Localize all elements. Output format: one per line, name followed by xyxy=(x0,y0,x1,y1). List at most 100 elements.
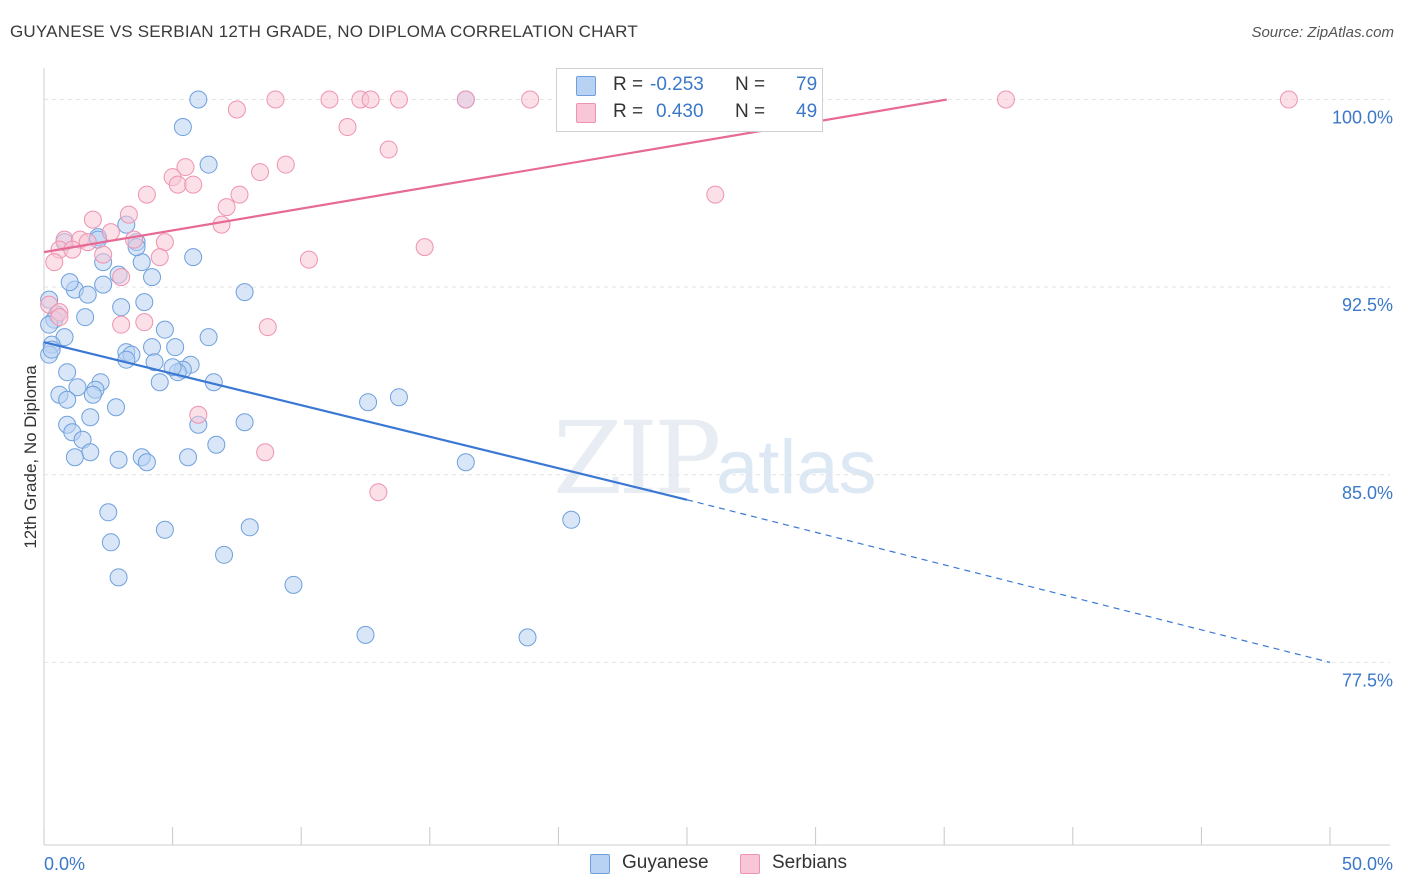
guyanese-trend-extension xyxy=(686,499,1331,663)
n-label: N = xyxy=(735,101,766,122)
axes xyxy=(43,68,1390,846)
source-label: Source: ZipAtlas.com xyxy=(1251,24,1394,41)
guyanese-points xyxy=(40,90,581,647)
guyanese-point xyxy=(150,373,169,392)
guyanese-point xyxy=(101,533,120,552)
serbians-point xyxy=(521,90,540,109)
serbians-point xyxy=(415,238,434,257)
serbians-point xyxy=(706,185,725,204)
serbians-point xyxy=(137,185,156,204)
serbians-point xyxy=(320,90,339,109)
serbians-point xyxy=(45,253,64,272)
serbians-points xyxy=(40,90,1298,502)
r-value: -0.253 xyxy=(650,74,704,95)
serbians-point xyxy=(94,245,113,264)
guyanese-point xyxy=(94,275,113,294)
serbians-point xyxy=(299,250,318,269)
serbians-point xyxy=(112,315,131,334)
guyanese-point xyxy=(179,448,198,467)
serbians-point xyxy=(83,210,102,229)
chart-title: GUYANESE VS SERBIAN 12TH GRADE, NO DIPLO… xyxy=(10,22,638,41)
guyanese-point xyxy=(389,388,408,407)
guyanese-point xyxy=(117,350,136,369)
serbians-point xyxy=(119,205,138,224)
serbians-swatch xyxy=(576,103,596,123)
guyanese-point xyxy=(356,625,375,644)
guyanese-point xyxy=(235,283,254,302)
serbians-point xyxy=(456,90,475,109)
guyanese-point xyxy=(109,450,128,469)
guyanese-point xyxy=(199,155,218,174)
guyanese-point xyxy=(60,273,79,292)
serbians-point xyxy=(217,198,236,217)
guyanese-point xyxy=(58,363,77,382)
tick-labels: 77.5% 85.0% 92.5% 100.0% 0.0% 50.0% xyxy=(44,108,1393,874)
serbians-point xyxy=(227,100,246,119)
serbians-point xyxy=(135,313,154,332)
guyanese-point xyxy=(235,413,254,432)
y-axis-label: 12th Grade, No Diploma xyxy=(21,365,40,549)
x-tick-label: 0.0% xyxy=(44,854,85,874)
serbians-point xyxy=(276,155,295,174)
guyanese-point xyxy=(76,308,95,327)
guyanese-point xyxy=(81,408,100,427)
serbians-legend-swatch xyxy=(740,854,760,874)
serbians-point xyxy=(63,240,82,259)
r-label: R = xyxy=(613,101,644,122)
serbians-point xyxy=(155,233,174,252)
guyanese-point xyxy=(240,518,259,537)
serbians-point xyxy=(996,90,1015,109)
guyanese-point xyxy=(166,338,185,357)
r-label: R = xyxy=(613,74,644,95)
guyanese-point xyxy=(359,393,378,412)
serbians-point xyxy=(230,185,249,204)
serbians-point xyxy=(168,175,187,194)
guyanese-point xyxy=(199,328,218,347)
guyanese-swatch xyxy=(576,76,596,96)
guyanese-point xyxy=(58,390,77,409)
guyanese-point xyxy=(163,358,182,377)
guyanese-point xyxy=(78,285,97,304)
guyanese-point xyxy=(518,628,537,647)
serbians-point xyxy=(212,215,231,234)
guyanese-point xyxy=(65,448,84,467)
guyanese-point xyxy=(137,453,156,472)
guyanese-point xyxy=(145,353,164,372)
guyanese-point xyxy=(184,248,203,267)
serbians-point xyxy=(389,90,408,109)
y-tick-label: 92.5% xyxy=(1342,295,1393,315)
guyanese-trend-line xyxy=(43,341,688,501)
correlation-stats-box: R = -0.253 N = 79 R = 0.430 N = 49 xyxy=(556,68,823,132)
legend-label: Guyanese xyxy=(622,852,709,873)
y-tick-label: 100.0% xyxy=(1332,108,1393,128)
guyanese-point xyxy=(173,118,192,137)
serbians-point xyxy=(361,90,380,109)
guyanese-point xyxy=(135,293,154,312)
watermark-zip: ZIP xyxy=(553,400,721,517)
serbians-point xyxy=(251,163,270,182)
guyanese-point xyxy=(83,385,102,404)
y-tick-label: 77.5% xyxy=(1342,670,1393,690)
guyanese-point xyxy=(132,253,151,272)
serbians-point xyxy=(1279,90,1298,109)
grid-lines xyxy=(44,99,1390,663)
guyanese-point xyxy=(155,320,174,339)
serbians-point xyxy=(379,140,398,159)
y-tick-label: 85.0% xyxy=(1342,483,1393,503)
n-label: N = xyxy=(735,74,766,95)
guyanese-point xyxy=(189,90,208,109)
x-tick-label: 50.0% xyxy=(1342,854,1393,874)
guyanese-point xyxy=(284,575,303,594)
legend-label: Serbians xyxy=(772,852,847,873)
serbians-point xyxy=(78,233,97,252)
n-value: 49 xyxy=(796,101,818,122)
guyanese-point xyxy=(143,338,162,357)
guyanese-point xyxy=(68,378,87,397)
serbians-point xyxy=(184,175,203,194)
serbians-point xyxy=(112,268,131,287)
guyanese-point xyxy=(155,520,174,539)
serbians-point xyxy=(256,443,275,462)
serbians-point xyxy=(101,223,120,242)
r-value: 0.430 xyxy=(656,101,704,122)
